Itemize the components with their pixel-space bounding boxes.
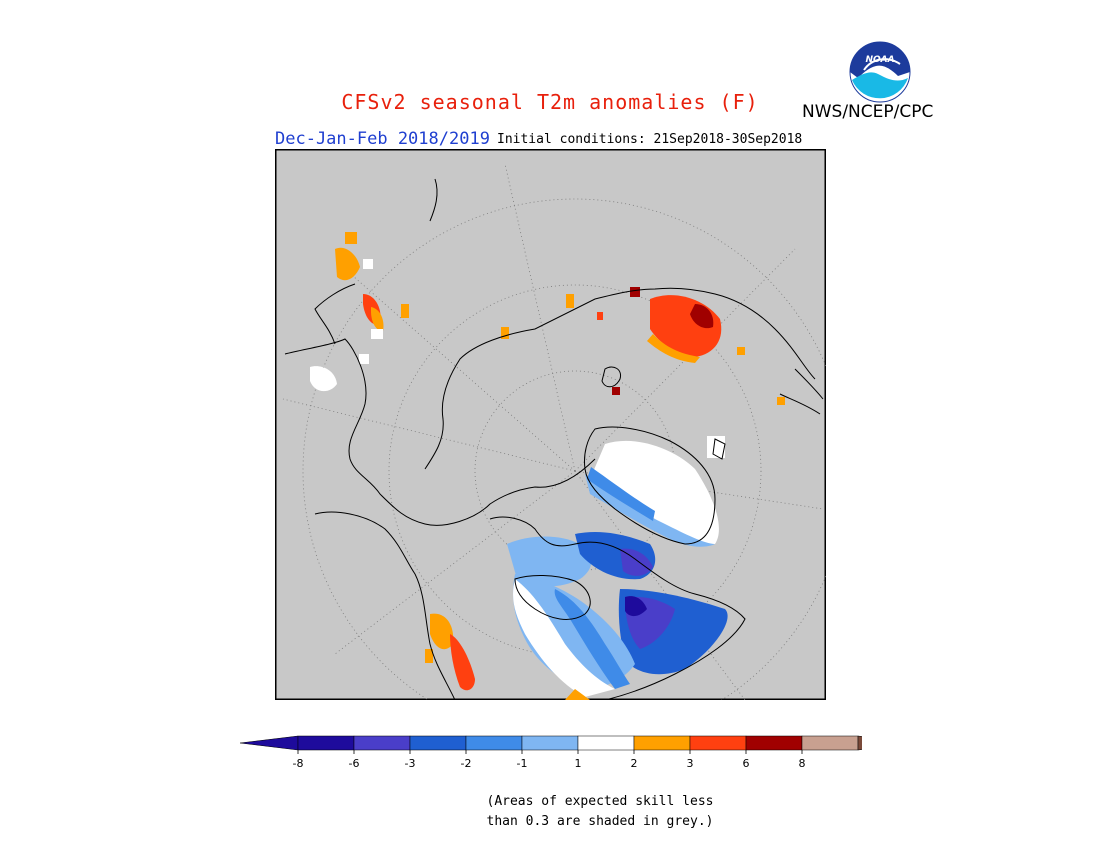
colorbar-ticks: -8 -6 -3 -2 -1 1 2 3 6 8 [293,750,806,770]
colorbar-tick-label: 6 [743,757,750,770]
colorbar: -8 -6 -3 -2 -1 1 2 3 6 8 [239,735,862,770]
skill-note-line1: (Areas of expected skill less [486,794,714,809]
colorbar-tick-label: -2 [461,757,472,770]
map-title: CFSv2 seasonal T2m anomalies (F) [341,90,759,114]
colorbar-swatch [801,735,859,751]
logo-text: NOAA [865,55,894,65]
noaa-logo-icon: NOAA [849,41,911,103]
colorbar-tick-label: -8 [293,757,304,770]
colorbar-swatch [297,735,355,751]
colorbar-tick-label: -6 [349,757,360,770]
skill-note: (Areas of expected skill less than 0.3 a… [470,792,730,832]
initial-conditions: Initial conditions: 21Sep2018-30Sep2018 [497,132,803,147]
colorbar-swatch [409,735,467,751]
anomaly-shading [310,232,785,700]
colorbar-swatch [577,735,635,751]
colorbar-swatch [745,735,803,751]
skill-note-line2: than 0.3 are shaded in grey.) [486,814,714,829]
colorbar-tick-label: 8 [799,757,806,770]
coastlines [284,178,824,700]
colorbar-swatch [465,735,523,751]
anomaly-map [275,149,826,700]
agency-label: NWS/NCEP/CPC [802,102,934,122]
colorbar-swatch [689,735,747,751]
colorbar-tick-label: -3 [405,757,416,770]
colorbar-tick-label: -1 [517,757,528,770]
colorbar-swatches [239,735,862,751]
colorbar-under-arrow [239,735,299,751]
colorbar-swatch [353,735,411,751]
colorbar-tick-label: 2 [631,757,638,770]
colorbar-swatch [633,735,691,751]
season-label: Dec-Jan-Feb 2018/2019 [275,129,490,149]
colorbar-over-arrow [857,735,862,751]
colorbar-tick-label: 1 [575,757,582,770]
colorbar-swatch [521,735,579,751]
colorbar-tick-label: 3 [687,757,694,770]
